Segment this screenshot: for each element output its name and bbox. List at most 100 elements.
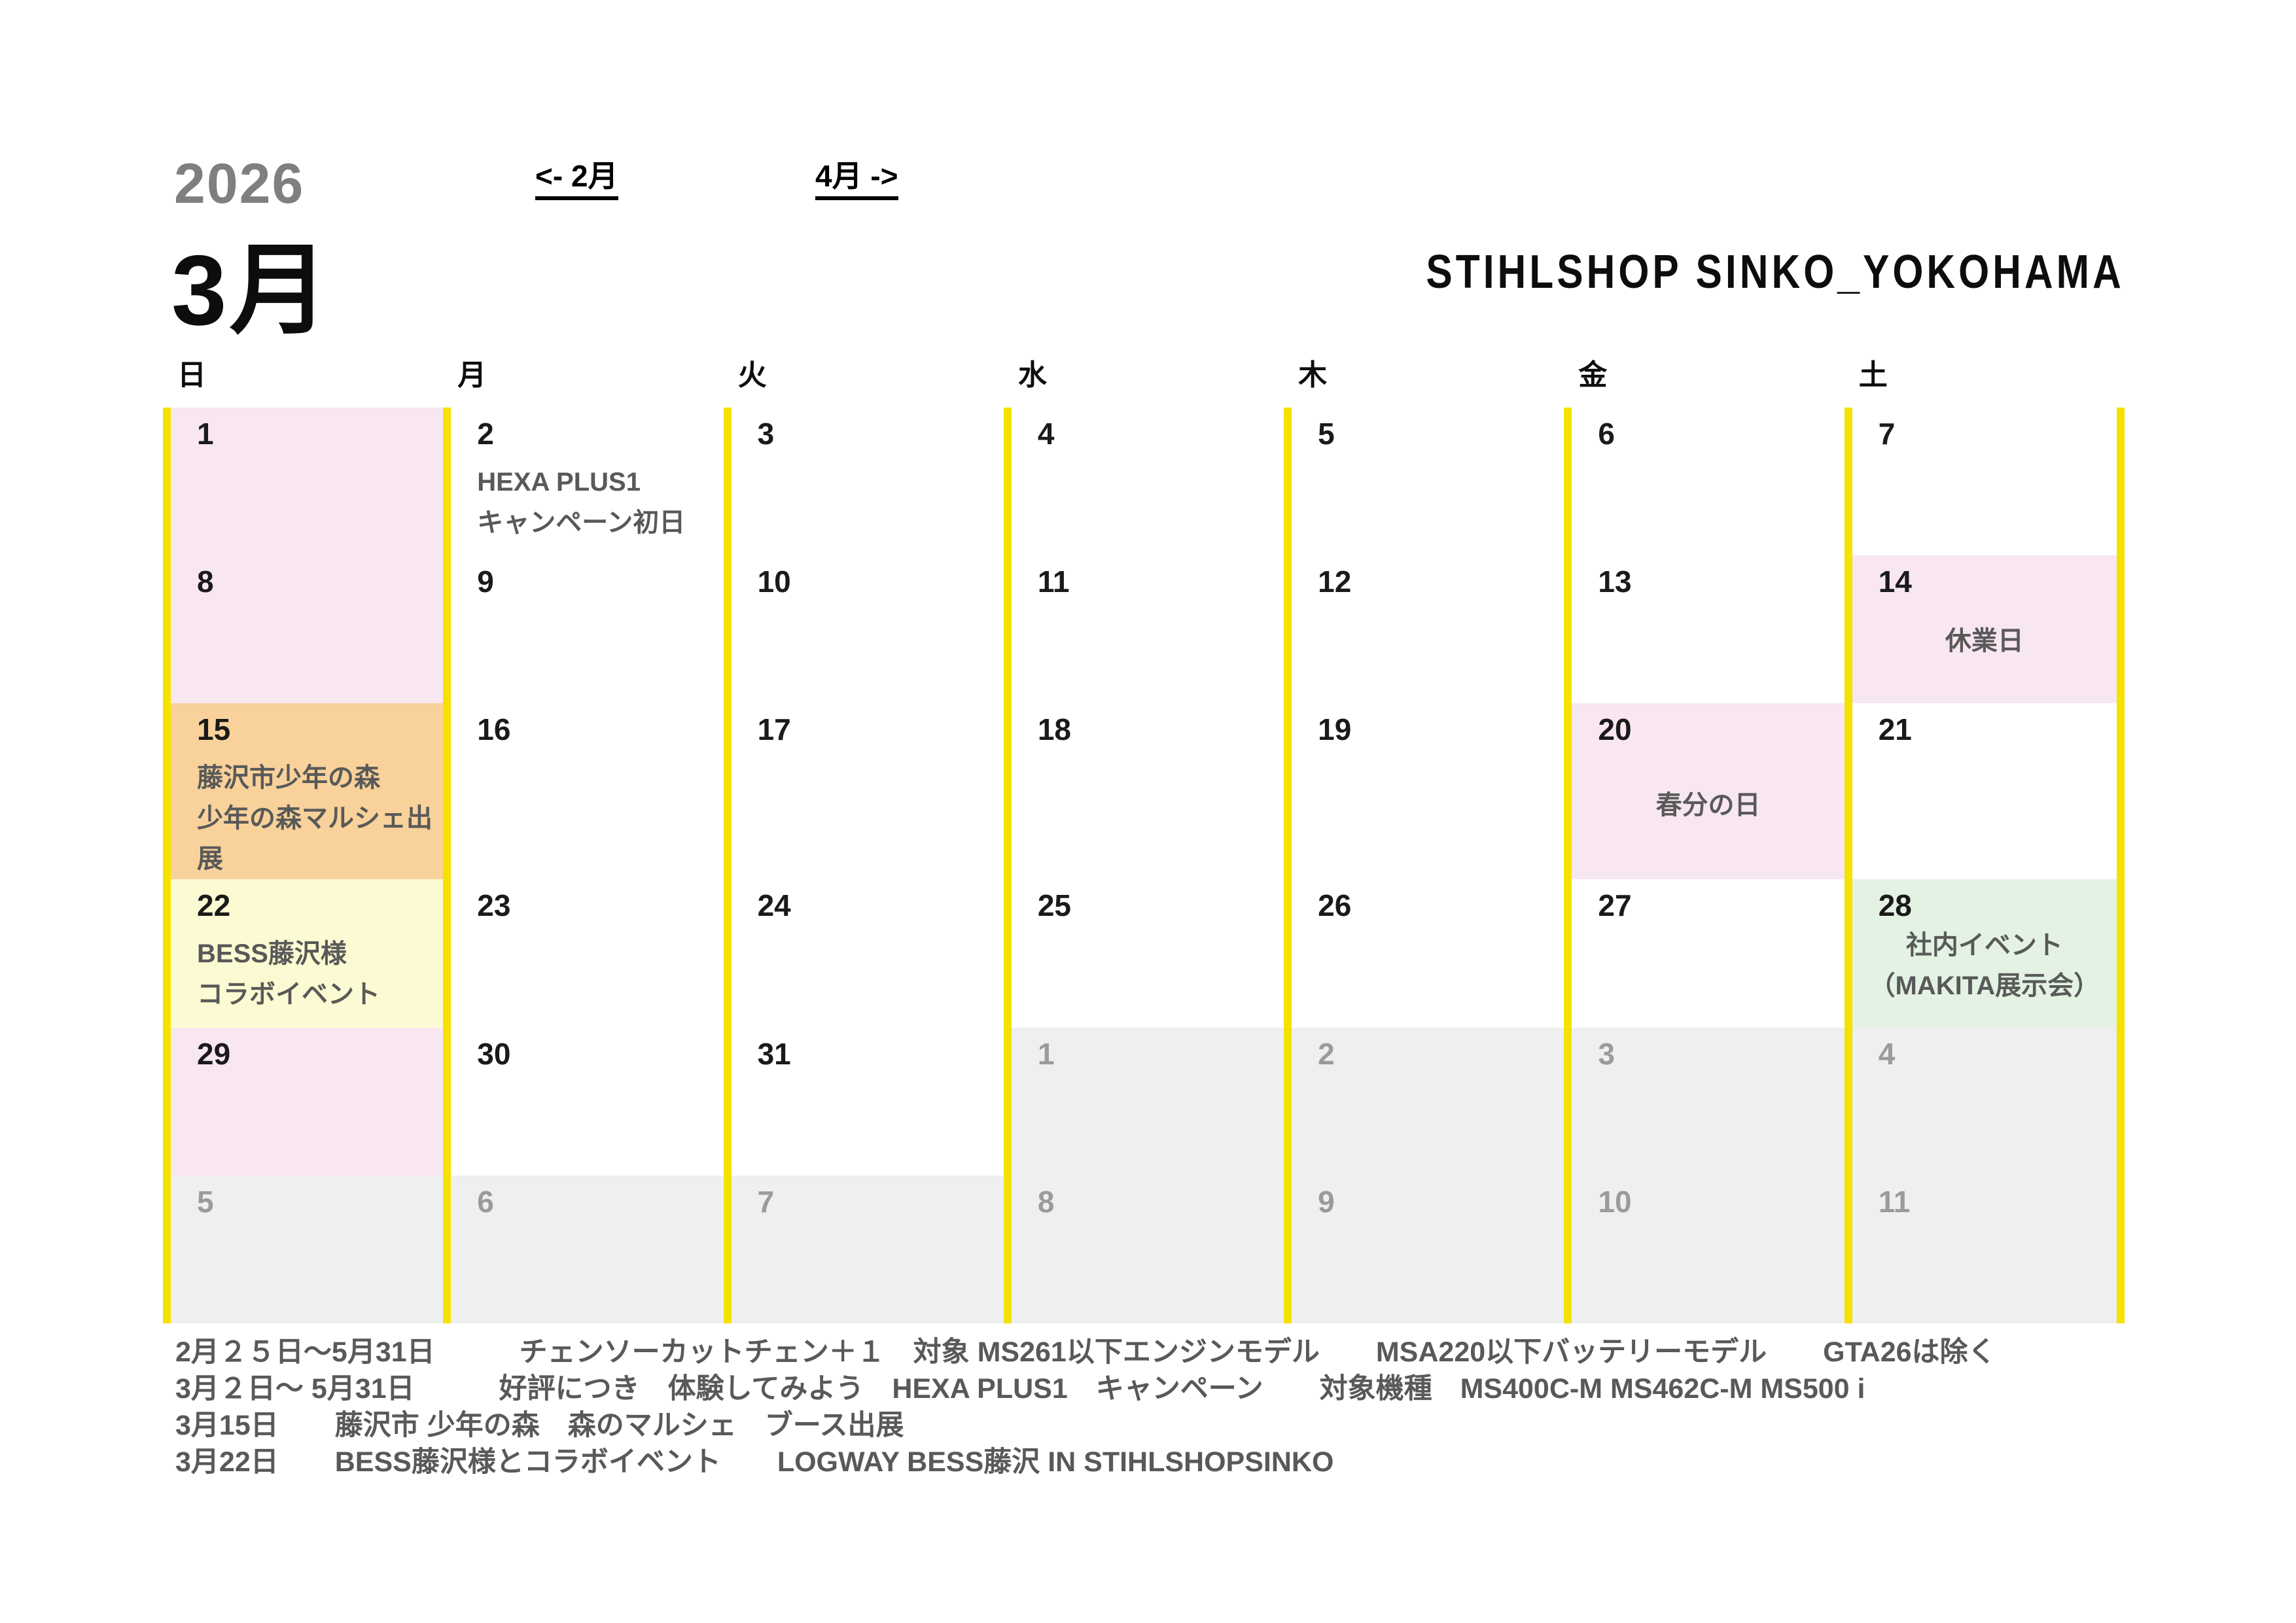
date-number: 7: [1878, 417, 1896, 451]
footer-note: 3月２日～ 5月31日 好評につき 体験してみよう HEXA PLUS1 キャン…: [175, 1372, 1865, 1405]
footer-note: 3月15日 藤沢市 少年の森 森のマルシェ ブース出展: [175, 1409, 904, 1441]
weekday-label-tue: 火: [737, 359, 767, 391]
calendar-cell-3: 3: [723, 408, 1004, 556]
weekday-label-fri: 金: [1578, 359, 1608, 391]
date-number: 5: [1318, 417, 1335, 451]
event-line: 少年の森マルシェ出展: [197, 804, 433, 874]
date-number: 14: [1878, 565, 1912, 599]
calendar-grid: 1 2 HEXA PLUS1 キャンペーン初日 3 4 5 6 7 8 9 10 11 12 13 14 休業日…: [163, 408, 2125, 1323]
calendar-cell-25: 25: [1003, 879, 1284, 1028]
calendar-cell-18: 18: [1003, 703, 1284, 880]
event-line: 春分の日: [1655, 791, 1761, 820]
date-number: 22: [197, 888, 231, 923]
weekday-label-wed: 水: [1017, 359, 1047, 391]
calendar-cell-16: 16: [443, 703, 724, 880]
calendar-cell-1: 1: [163, 408, 444, 556]
shop-name: STIHLSHOP SINKO_YOKOHAMA: [1426, 246, 2125, 298]
calendar-cell-2: 2 HEXA PLUS1 キャンペーン初日: [443, 408, 724, 556]
calendar-cell-next-5: 5: [163, 1175, 444, 1323]
event-text: HEXA PLUS1 キャンペーン初日: [477, 462, 713, 543]
calendar-cell-28: 28 社内イベント （MAKITA展示会）: [1844, 879, 2125, 1028]
event-line: コラボイベント: [197, 980, 380, 1009]
date-number: 29: [197, 1036, 231, 1071]
date-number: 3: [1598, 1036, 1616, 1071]
event-text: 休業日: [1856, 621, 2113, 661]
calendar-cell-24: 24: [723, 879, 1004, 1028]
calendar-cell-7: 7: [1844, 408, 2125, 556]
date-number: 28: [1878, 888, 1912, 923]
date-number: 11: [1037, 565, 1070, 599]
date-number: 1: [197, 417, 214, 451]
calendar-cell-next-1: 1: [1003, 1027, 1284, 1176]
calendar-cell-10: 10: [723, 555, 1004, 704]
date-number: 1: [1037, 1036, 1055, 1071]
date-number: 8: [197, 565, 214, 599]
calendar-cell-next-7: 7: [723, 1175, 1004, 1323]
date-number: 8: [1037, 1184, 1055, 1219]
calendar-cell-6: 6: [1564, 408, 1845, 556]
date-number: 30: [477, 1036, 511, 1071]
date-number: 11: [1878, 1184, 1911, 1219]
event-line: BESS藤沢様: [197, 939, 347, 969]
next-month-link[interactable]: 4月 ->: [815, 161, 898, 200]
date-number: 2: [477, 417, 494, 451]
date-number: 18: [1037, 712, 1072, 747]
date-number: 20: [1598, 712, 1632, 747]
calendar-cell-8: 8: [163, 555, 444, 704]
date-number: 3: [757, 417, 775, 451]
event-line: 社内イベント: [1905, 930, 2063, 960]
calendar-cell-20: 20 春分の日: [1564, 703, 1845, 880]
date-number: 4: [1878, 1036, 1896, 1071]
event-text: BESS藤沢様コラボイベント: [197, 934, 433, 1015]
month-title: 3月: [171, 235, 332, 346]
date-number: 25: [1037, 888, 1072, 923]
date-number: 6: [1598, 417, 1616, 451]
weekday-label-sat: 土: [1858, 359, 1888, 391]
calendar-cell-11: 11: [1003, 555, 1284, 704]
calendar-cell-next-2: 2: [1284, 1027, 1564, 1176]
date-number: 12: [1318, 565, 1352, 599]
weekday-label-thu: 木: [1298, 359, 1328, 391]
calendar-cell-12: 12: [1284, 555, 1564, 704]
event-text: 社内イベント （MAKITA展示会）: [1856, 925, 2113, 1006]
calendar-cell-next-8: 8: [1003, 1175, 1284, 1323]
calendar-cell-30: 30: [443, 1027, 724, 1176]
calendar-cell-next-11: 11: [1844, 1175, 2125, 1323]
calendar-cell-next-4: 4: [1844, 1027, 2125, 1176]
weekday-header-row: 日 月 火 水 木 金 土: [163, 361, 2125, 390]
calendar-cell-27: 27: [1564, 879, 1845, 1028]
footer-note: 3月22日 BESS藤沢様とコラボイベント LOGWAY BESS藤沢 IN S…: [175, 1446, 1334, 1478]
calendar-cell-21: 21: [1844, 703, 2125, 880]
date-number: 19: [1318, 712, 1352, 747]
event-line: キャンペーン初日: [477, 508, 686, 537]
date-number: 13: [1598, 565, 1632, 599]
calendar-cell-13: 13: [1564, 555, 1845, 704]
weekday-label-mon: 月: [457, 359, 487, 391]
date-number: 4: [1037, 417, 1055, 451]
date-number: 31: [757, 1036, 791, 1071]
date-number: 23: [477, 888, 511, 923]
date-number: 5: [197, 1184, 214, 1219]
calendar-cell-26: 26: [1284, 879, 1564, 1028]
event-text: 藤沢市少年の森 少年の森マルシェ出展: [197, 758, 433, 879]
calendar-cell-4: 4: [1003, 408, 1284, 556]
calendar-cell-19: 19: [1284, 703, 1564, 880]
calendar-cell-23: 23: [443, 879, 724, 1028]
footer-note: 2月２５日～5月31日 チェンソーカットチェン＋１ 対象 MS261以下エンジン…: [175, 1336, 1996, 1368]
event-line: （MAKITA展示会）: [1869, 971, 2100, 1000]
calendar-cell-next-9: 9: [1284, 1175, 1564, 1323]
calendar-cell-17: 17: [723, 703, 1004, 880]
weekday-label-sun: 日: [177, 359, 206, 391]
date-number: 9: [477, 565, 494, 599]
date-number: 6: [477, 1184, 494, 1219]
calendar-cell-15: 15 藤沢市少年の森 少年の森マルシェ出展: [163, 703, 444, 880]
event-line: HEXA PLUS1: [477, 467, 641, 497]
prev-month-link[interactable]: <- 2月: [535, 161, 618, 200]
event-line: 休業日: [1945, 627, 2024, 656]
date-number: 24: [757, 888, 791, 923]
calendar-cell-29: 29: [163, 1027, 444, 1176]
date-number: 9: [1318, 1184, 1335, 1219]
calendar-cell-22: 22 BESS藤沢様コラボイベント: [163, 879, 444, 1028]
calendar-cell-5: 5: [1284, 408, 1564, 556]
